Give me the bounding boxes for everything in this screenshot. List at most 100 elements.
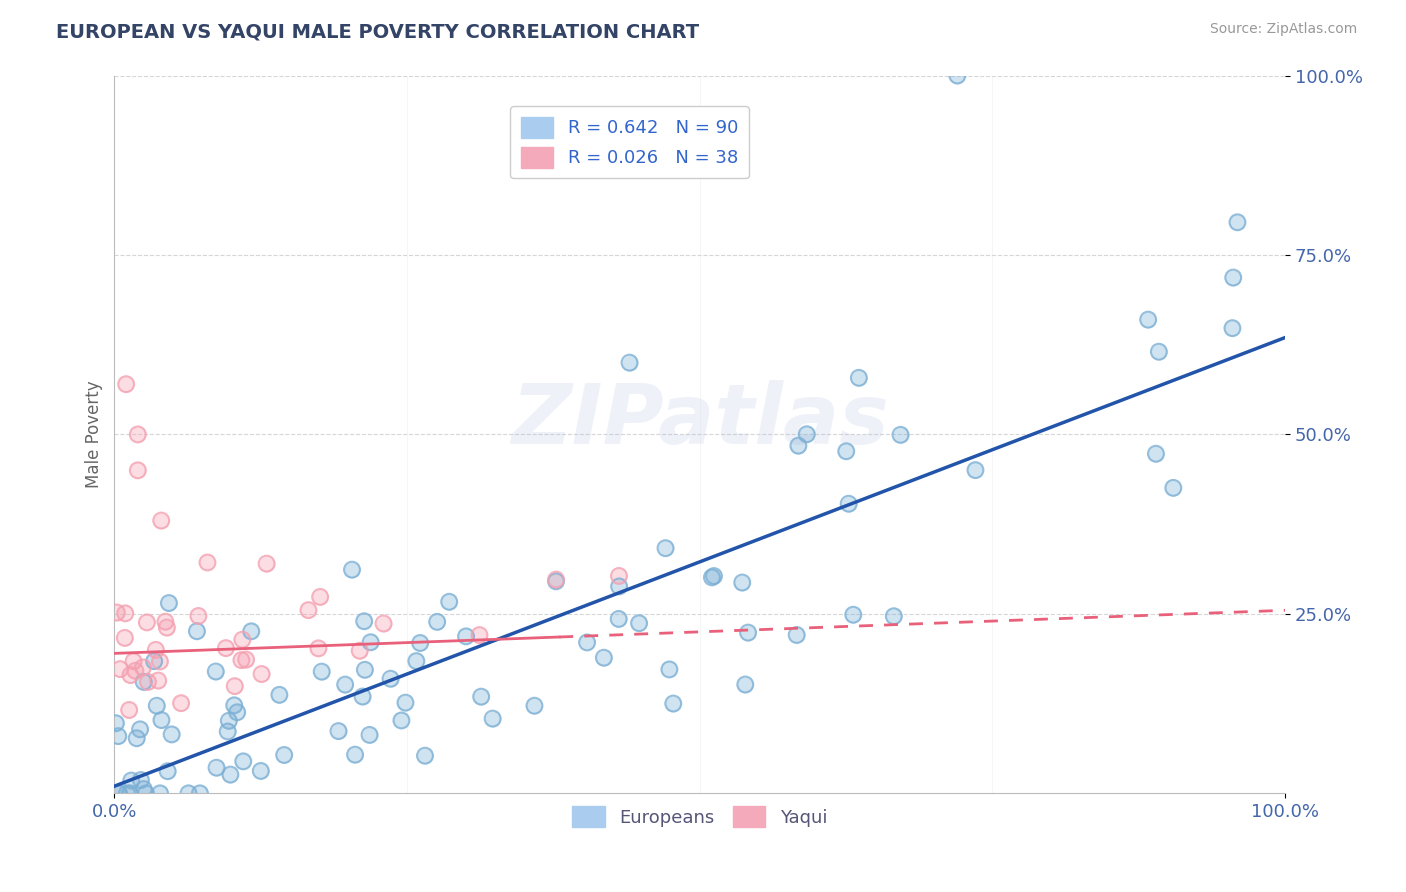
Point — [120, 786, 142, 800]
Point — [156, 764, 179, 779]
Point — [127, 427, 149, 442]
Point — [107, 729, 129, 743]
Point — [127, 463, 149, 477]
Point — [120, 773, 142, 788]
Point — [835, 444, 858, 458]
Point — [115, 377, 138, 392]
Point — [108, 786, 131, 800]
Point — [786, 628, 808, 642]
Point — [105, 606, 128, 620]
Point — [391, 714, 413, 728]
Point — [197, 556, 219, 570]
Point — [114, 607, 136, 621]
Point — [340, 563, 363, 577]
Point — [1222, 321, 1244, 335]
Point — [965, 463, 987, 477]
Point — [105, 606, 128, 620]
Point — [889, 428, 911, 442]
Point — [359, 728, 381, 742]
Point — [125, 731, 148, 746]
Point — [796, 427, 818, 442]
Point — [150, 514, 173, 528]
Point — [607, 569, 630, 583]
Point — [240, 624, 263, 639]
Point — [842, 607, 865, 622]
Point — [232, 755, 254, 769]
Point — [129, 723, 152, 737]
Point — [217, 724, 239, 739]
Point — [204, 665, 226, 679]
Point — [1222, 321, 1244, 335]
Point — [177, 786, 200, 800]
Point — [135, 615, 157, 630]
Point — [546, 573, 568, 587]
Point — [150, 514, 173, 528]
Point — [607, 579, 630, 593]
Point — [256, 557, 278, 571]
Point — [454, 629, 477, 643]
Point — [197, 556, 219, 570]
Point — [124, 664, 146, 678]
Point — [224, 679, 246, 693]
Point — [734, 677, 756, 691]
Point — [256, 557, 278, 571]
Point — [120, 668, 142, 682]
Point — [170, 696, 193, 710]
Point — [170, 696, 193, 710]
Point — [226, 705, 249, 719]
Point — [700, 570, 723, 584]
Point — [145, 698, 167, 713]
Point — [155, 615, 177, 629]
Point — [218, 714, 240, 728]
Point — [662, 697, 685, 711]
Point — [328, 724, 350, 739]
Point — [108, 786, 131, 800]
Point — [132, 782, 155, 797]
Point — [576, 635, 599, 649]
Point — [340, 563, 363, 577]
Point — [188, 786, 211, 800]
Point — [344, 747, 367, 762]
Y-axis label: Male Poverty: Male Poverty — [86, 381, 103, 488]
Point — [307, 641, 329, 656]
Point — [731, 575, 754, 590]
Point — [143, 654, 166, 668]
Point — [454, 629, 477, 643]
Point — [297, 603, 319, 617]
Point — [107, 729, 129, 743]
Point — [160, 727, 183, 741]
Point — [470, 690, 492, 704]
Point — [136, 674, 159, 689]
Point — [145, 643, 167, 657]
Point — [413, 748, 436, 763]
Point — [115, 786, 138, 800]
Point — [1147, 344, 1170, 359]
Point — [737, 625, 759, 640]
Point — [468, 628, 491, 642]
Point — [127, 463, 149, 477]
Point — [235, 652, 257, 666]
Point — [654, 541, 676, 556]
Point — [127, 427, 149, 442]
Point — [426, 615, 449, 629]
Point — [115, 786, 138, 800]
Point — [114, 631, 136, 645]
Point — [576, 635, 599, 649]
Point — [224, 698, 246, 713]
Point — [149, 786, 172, 800]
Point — [104, 716, 127, 731]
Text: EUROPEAN VS YAQUI MALE POVERTY CORRELATION CHART: EUROPEAN VS YAQUI MALE POVERTY CORRELATI… — [56, 22, 699, 41]
Point — [1147, 344, 1170, 359]
Point — [309, 590, 332, 604]
Point — [405, 654, 427, 668]
Point — [157, 596, 180, 610]
Point — [224, 679, 246, 693]
Point — [328, 724, 350, 739]
Point — [120, 773, 142, 788]
Point — [149, 786, 172, 800]
Point — [231, 653, 253, 667]
Point — [114, 607, 136, 621]
Point — [231, 653, 253, 667]
Point — [523, 698, 546, 713]
Point — [104, 716, 127, 731]
